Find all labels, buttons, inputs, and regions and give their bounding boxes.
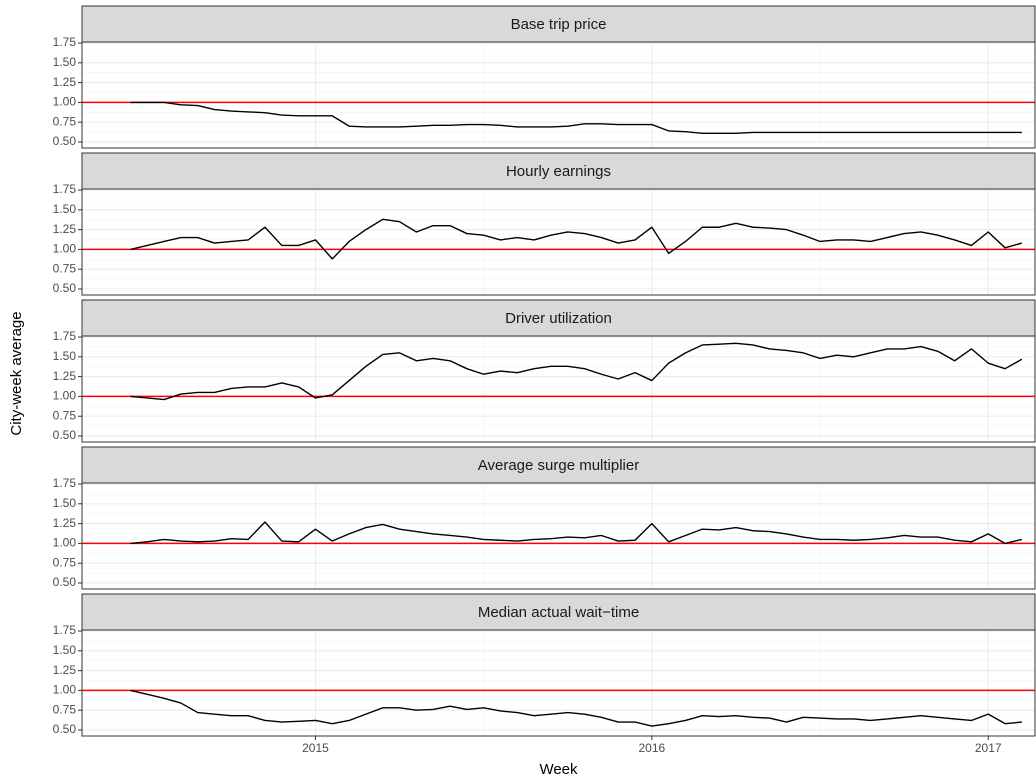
y-tick-label: 1.75 (53, 476, 77, 490)
strip (81, 299, 1036, 337)
y-tick-label: 0.50 (53, 428, 77, 442)
line (130, 101, 1022, 134)
panel-border (81, 482, 1036, 590)
y-tick-label: 0.75 (53, 555, 77, 569)
strip (81, 593, 1036, 631)
y-tick-label: 0.50 (53, 281, 77, 295)
panel-title: Median actual wait−time (478, 604, 639, 621)
y-tick-label: 1.00 (53, 95, 77, 109)
panel (82, 483, 1035, 589)
y-tick-label: 1.75 (53, 329, 77, 343)
panel-border (81, 41, 1036, 149)
panel (82, 630, 1035, 736)
line (130, 689, 1022, 727)
y-tick-label: 0.75 (53, 408, 77, 422)
y-tick-label: 1.00 (53, 536, 77, 550)
y-tick-label: 1.25 (53, 663, 77, 677)
y-axis-title: City-week average (8, 311, 25, 435)
line (130, 521, 1023, 545)
y-tick-label: 0.75 (53, 114, 77, 128)
y-tick-label: 1.75 (53, 182, 77, 196)
y-tick-label: 1.25 (53, 516, 77, 530)
y-tick-label: 0.75 (53, 702, 77, 716)
panel-title: Driver utilization (505, 310, 612, 327)
y-tick-label: 1.25 (53, 222, 77, 236)
y-tick-label: 1.25 (53, 369, 77, 383)
y-tick-label: 1.75 (53, 35, 77, 49)
panel-title: Hourly earnings (506, 163, 611, 180)
x-tick-label: 2015 (302, 741, 329, 755)
y-tick-label: 1.00 (53, 242, 77, 256)
panel-title: Average surge multiplier (478, 457, 639, 474)
y-tick-label: 0.50 (53, 134, 77, 148)
x-axis-title: Week (539, 761, 578, 778)
x-tick-label: 2017 (975, 741, 1002, 755)
y-tick-label: 1.25 (53, 75, 77, 89)
line (130, 218, 1023, 260)
y-tick-label: 0.50 (53, 575, 77, 589)
panel-title: Base trip price (511, 16, 607, 33)
strip (81, 5, 1036, 43)
y-tick-label: 0.75 (53, 261, 77, 275)
strip (81, 446, 1036, 484)
x-tick-label: 2016 (638, 741, 665, 755)
y-tick-label: 1.75 (53, 623, 77, 637)
panel (82, 336, 1035, 442)
y-tick-label: 1.50 (53, 496, 77, 510)
y-tick-label: 0.50 (53, 722, 77, 736)
strip (81, 152, 1036, 190)
y-tick-label: 1.50 (53, 55, 77, 69)
y-tick-label: 1.00 (53, 683, 77, 697)
y-tick-label: 1.50 (53, 349, 77, 363)
y-tick-label: 1.50 (53, 643, 77, 657)
y-tick-label: 1.50 (53, 202, 77, 216)
panel-border (81, 629, 1036, 737)
panel-border (81, 188, 1036, 296)
panel-border (81, 335, 1036, 443)
line (130, 342, 1023, 401)
panel (82, 42, 1035, 148)
panel (82, 189, 1035, 295)
y-tick-label: 1.00 (53, 389, 77, 403)
